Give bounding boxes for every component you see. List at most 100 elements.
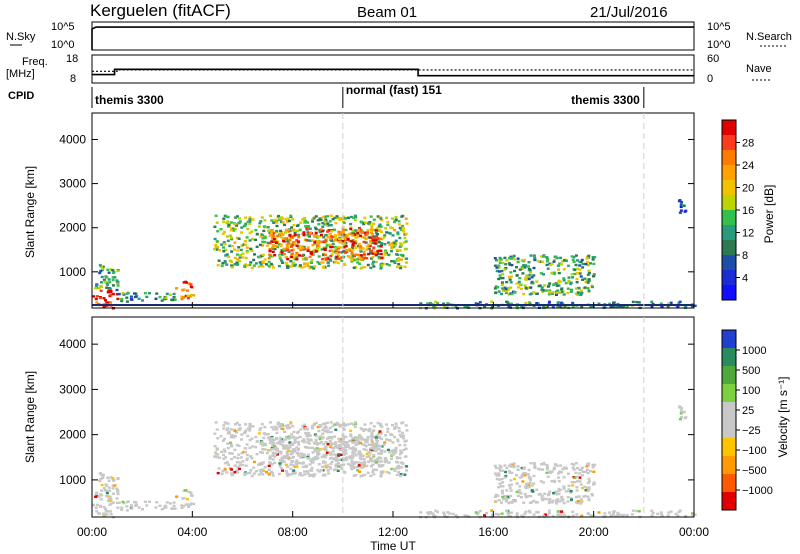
power-cell (510, 263, 514, 267)
velocity-cell (315, 451, 319, 454)
power-cell (292, 224, 296, 227)
velocity-cell (192, 502, 196, 506)
velocity-cell (518, 485, 522, 488)
power-cell (589, 262, 592, 265)
power-cell (504, 288, 508, 291)
velocity-cell (532, 513, 536, 516)
power-cell (278, 254, 282, 258)
power-cell (373, 242, 377, 245)
velocity-cell (99, 477, 103, 481)
velocity-cell (261, 451, 264, 454)
velocity-cell (341, 437, 345, 441)
velocity-cell (466, 514, 469, 518)
power-cell (336, 238, 340, 241)
velocity-cell (631, 509, 635, 512)
power-cell (369, 252, 373, 255)
velocity-cell (378, 465, 381, 468)
velocity-cell (584, 489, 588, 492)
power-cell (276, 234, 280, 238)
velocity-colorbar-swatch-1 (722, 348, 736, 367)
power-cell (111, 269, 115, 272)
power-cell (509, 275, 513, 278)
velocity-cell (303, 473, 307, 476)
power-cell (284, 218, 288, 221)
velocity-cell (524, 472, 528, 475)
power-cell (493, 257, 497, 260)
power-cell (310, 259, 314, 262)
velocity-cell (524, 485, 527, 488)
velocity-cell (289, 467, 293, 471)
velocity-cell (227, 430, 231, 433)
power-cell (378, 237, 382, 241)
power-cell (566, 287, 570, 290)
power-cell (350, 252, 354, 255)
power-cell (342, 221, 346, 224)
velocity-cell (277, 472, 281, 476)
velocity-cell (387, 471, 391, 475)
power-cell (359, 267, 363, 270)
velocity-cell (333, 445, 337, 449)
power-cell (321, 253, 325, 257)
power-cell (363, 236, 367, 239)
velocity-cell (274, 452, 278, 455)
power-cell (524, 277, 527, 280)
velocity-cell (372, 455, 376, 458)
velocity-cell (241, 463, 245, 467)
power-colorbar-label-5: 8 (742, 250, 748, 262)
velocity-cell (271, 474, 275, 477)
power-cell (107, 289, 111, 293)
velocity-cell (522, 467, 526, 471)
power-cell (354, 266, 358, 269)
power-cell (224, 248, 228, 252)
velocity-cell (386, 448, 390, 452)
velocity-cell (346, 445, 350, 448)
power-cell (538, 260, 542, 263)
velocity-cell (254, 435, 258, 439)
velocity-cell (263, 443, 267, 446)
power-cell (221, 262, 225, 265)
velocity-cell (324, 465, 328, 469)
velocity-colorbar-swatch-0 (722, 330, 736, 349)
velocity-cell (180, 506, 184, 509)
power-cell (541, 260, 545, 263)
velocity-cell (380, 451, 383, 454)
power-cell (326, 222, 330, 225)
power-cell (245, 251, 249, 254)
power-cell (579, 275, 583, 278)
velocity-cell (250, 457, 254, 460)
velocity-cell (555, 500, 559, 503)
power-cell (311, 239, 315, 242)
velocity-cell (326, 429, 330, 432)
velocity-cell (576, 499, 580, 503)
power-cell (397, 263, 401, 266)
velocity-cell (370, 444, 374, 447)
power-cell (590, 285, 594, 289)
power-cell (360, 236, 364, 239)
power-cell (344, 245, 348, 248)
velocity-cell (107, 479, 111, 482)
velocity-cell (363, 423, 367, 426)
velocity-cell (501, 495, 505, 499)
power-cell (189, 285, 193, 289)
velocity-cell (220, 472, 224, 475)
velocity-cell (327, 436, 331, 439)
velocity-cell (515, 513, 519, 517)
power-cell (285, 243, 289, 247)
velocity-cell (501, 485, 505, 488)
power-cell (396, 231, 400, 234)
power-cell (587, 254, 591, 258)
velocity-cell (527, 473, 530, 476)
power-cell (359, 254, 363, 257)
power-cell (571, 258, 575, 262)
velocity-cell (337, 437, 341, 441)
velocity-cell (328, 444, 332, 448)
power-cell (330, 253, 334, 256)
velocity-cell (332, 457, 336, 461)
velocity-cell (385, 470, 389, 474)
velocity-cell (611, 514, 615, 517)
velocity-cell (182, 505, 186, 508)
power-cell (358, 228, 362, 231)
velocity-cell (311, 457, 315, 460)
velocity-cell (388, 451, 392, 454)
power-cell (96, 295, 99, 298)
